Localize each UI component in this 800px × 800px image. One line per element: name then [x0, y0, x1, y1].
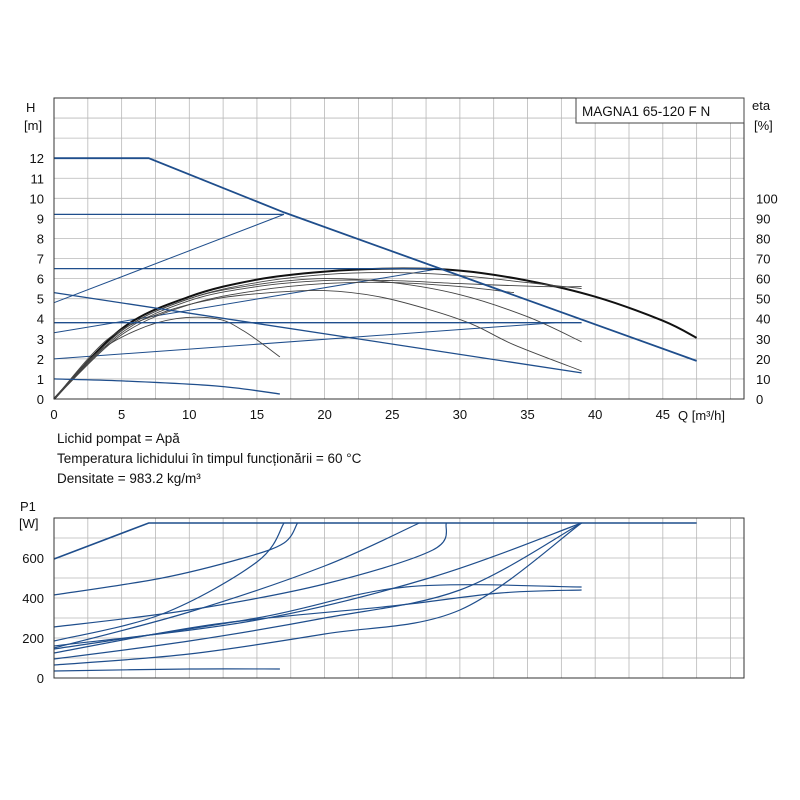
head-chart-curves — [53, 157, 698, 400]
head-chart-grid — [54, 98, 744, 399]
flow-tick-label: 10 — [182, 407, 196, 422]
eta-tick-label: 10 — [756, 372, 770, 387]
head-tick-label: 9 — [37, 211, 44, 226]
power-curve — [53, 522, 299, 596]
flow-tick-label: 45 — [656, 407, 670, 422]
head-axis-name: H — [26, 100, 35, 115]
flow-tick-label: 40 — [588, 407, 602, 422]
flow-tick-label: 20 — [317, 407, 331, 422]
power-curve — [53, 522, 285, 642]
head-tick-label: 10 — [30, 191, 44, 206]
eta-tick-label: 100 — [756, 191, 778, 206]
head-chart-ticks: 0 5 10 15 20 25 30 35 40 450123456789101112010203… — [30, 151, 778, 422]
power-tick-label: 0 — [37, 671, 44, 686]
efficiency-curve — [53, 279, 582, 400]
eta-tick-label: 0 — [756, 392, 763, 407]
head-curve — [53, 291, 582, 374]
power-axis-name: P1 — [20, 499, 36, 514]
head-tick-label: 5 — [37, 292, 44, 307]
power-chart-curves — [53, 522, 697, 672]
efficiency-curve — [53, 290, 582, 400]
head-axis-unit: [m] — [24, 118, 42, 133]
eta-tick-label: 20 — [756, 352, 770, 367]
flow-tick-label: 30 — [453, 407, 467, 422]
model-label: MAGNA1 65-120 F N — [582, 104, 710, 119]
eta-tick-label: 30 — [756, 332, 770, 347]
power-curve — [53, 522, 582, 660]
power-curve — [53, 589, 582, 654]
flow-tick-label: 15 — [250, 407, 264, 422]
flow-axis-label: Q [m³/h] — [678, 408, 725, 423]
eta-axis-unit: [%] — [754, 118, 773, 133]
efficiency-curve — [53, 281, 515, 400]
power-chart-frame — [53, 517, 745, 679]
head-tick-label: 6 — [37, 272, 44, 287]
head-tick-label: 1 — [37, 372, 44, 387]
eta-tick-label: 90 — [756, 211, 770, 226]
head-chart-frame — [53, 97, 745, 400]
head-tick-label: 0 — [37, 392, 44, 407]
power-tick-label: 200 — [22, 631, 44, 646]
model-label-box — [575, 97, 745, 124]
eta-tick-label: 80 — [756, 231, 770, 246]
power-chart-ticks: 0 200 400 600 — [22, 551, 44, 686]
head-tick-label: 4 — [37, 312, 44, 327]
power-curve — [53, 584, 582, 650]
head-curve-max — [54, 157, 697, 362]
head-tick-label: 12 — [30, 151, 44, 166]
power-tick-label: 400 — [22, 591, 44, 606]
eta-tick-label: 70 — [756, 252, 770, 267]
head-tick-label: 2 — [37, 352, 44, 367]
head-curve — [53, 378, 280, 395]
eta-axis-name: eta — [752, 98, 771, 113]
head-tick-label: 11 — [31, 171, 45, 186]
flow-tick-label: 5 — [118, 407, 125, 422]
eta-tick-label: 50 — [756, 292, 770, 307]
flow-tick-label: 35 — [520, 407, 534, 422]
power-axis-unit: [W] — [19, 516, 39, 531]
power-tick-label: 600 — [22, 551, 44, 566]
eta-tick-label: 60 — [756, 272, 770, 287]
flow-tick-label: 25 — [385, 407, 399, 422]
efficiency-curve — [53, 316, 281, 400]
temperature-info: Temperatura lichidului în timpul funcțio… — [57, 451, 362, 466]
power-chart-grid — [54, 518, 744, 678]
system-curve — [53, 213, 285, 304]
power-curve — [53, 522, 448, 628]
fluid-info: Lichid pompat = Apă — [57, 431, 180, 446]
power-curve — [53, 668, 280, 672]
head-tick-label: 7 — [37, 252, 44, 267]
density-info: Densitate = 983.2 kg/m³ — [57, 471, 201, 486]
power-curve — [53, 522, 420, 649]
power-curve — [53, 522, 697, 560]
head-tick-label: 3 — [37, 332, 44, 347]
system-curve — [53, 322, 555, 360]
head-tick-label: 8 — [37, 231, 44, 246]
power-curve — [53, 522, 582, 666]
flow-tick-label: 0 — [50, 407, 57, 422]
eta-tick-label: 40 — [756, 312, 770, 327]
efficiency-curve-max — [53, 267, 698, 400]
